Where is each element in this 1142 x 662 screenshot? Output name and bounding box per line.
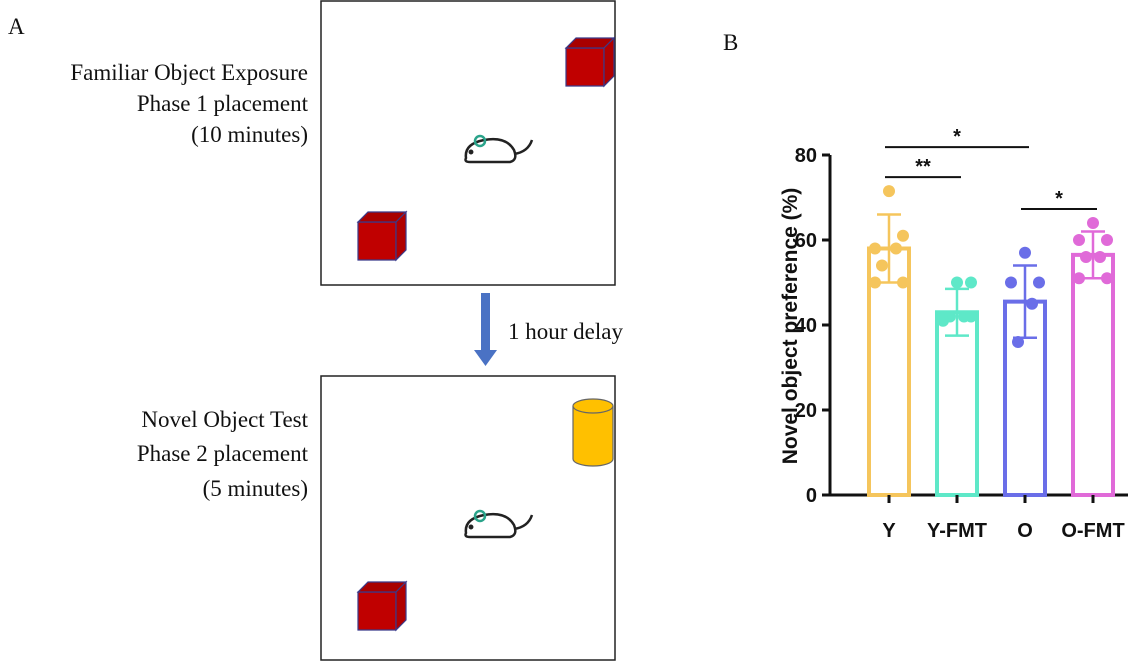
y-axis-label: Novel object preference (%) — [779, 188, 802, 465]
y-tick-label: 20 — [795, 400, 817, 422]
phase-text: (5 minutes) — [203, 476, 308, 501]
y-tick-label: 0 — [806, 485, 817, 507]
phase-text: Phase 1 placement — [137, 91, 309, 116]
familiar-object — [357, 211, 407, 261]
data-point — [876, 259, 888, 272]
data-point — [1073, 272, 1085, 285]
novel-object — [572, 398, 614, 467]
y-tick-label: 80 — [795, 145, 817, 167]
arrow — [474, 293, 497, 366]
data-point — [1026, 297, 1038, 310]
data-point — [869, 276, 881, 289]
data-point — [1019, 246, 1031, 259]
familiar-object — [357, 581, 407, 631]
data-point — [1080, 251, 1092, 263]
data-point — [869, 242, 881, 255]
data-point — [1101, 272, 1113, 285]
data-point — [1094, 251, 1106, 263]
data-point — [1073, 234, 1085, 246]
bar — [935, 310, 979, 497]
data-point — [890, 242, 902, 255]
data-point — [897, 229, 909, 242]
phase-text: (10 minutes) — [191, 122, 308, 147]
mouse-icon — [464, 509, 534, 539]
mouse-icon — [464, 134, 534, 164]
data-point — [1101, 234, 1113, 246]
panel-label: B — [723, 30, 738, 55]
data-point — [1033, 276, 1045, 289]
significance-label: ** — [915, 156, 931, 178]
x-tick-label: Y — [882, 520, 896, 542]
y-tick-label: 60 — [795, 230, 817, 252]
panel-label: A — [8, 14, 25, 39]
arena — [320, 0, 616, 286]
arena — [320, 375, 616, 661]
y-tick-label: 40 — [795, 315, 817, 337]
x-tick-label: O — [1017, 520, 1033, 542]
data-point — [1012, 336, 1024, 348]
data-point — [883, 185, 895, 198]
data-point — [965, 276, 977, 289]
phase-text: Novel Object Test — [141, 407, 308, 432]
significance-label: * — [1055, 188, 1063, 210]
data-point — [965, 310, 977, 323]
data-point — [1005, 276, 1017, 289]
familiar-object — [565, 37, 615, 87]
significance-label: * — [953, 126, 961, 148]
delay-text: 1 hour delay — [508, 319, 623, 344]
bar — [1071, 252, 1115, 497]
x-tick-label: Y-FMT — [927, 520, 987, 542]
data-point — [951, 276, 963, 289]
phase-text: Familiar Object Exposure — [70, 60, 308, 85]
x-tick-label: O-FMT — [1061, 520, 1124, 542]
data-point — [1087, 217, 1099, 229]
data-point — [897, 276, 909, 289]
data-point — [937, 314, 949, 327]
phase-text: Phase 2 placement — [137, 441, 309, 466]
